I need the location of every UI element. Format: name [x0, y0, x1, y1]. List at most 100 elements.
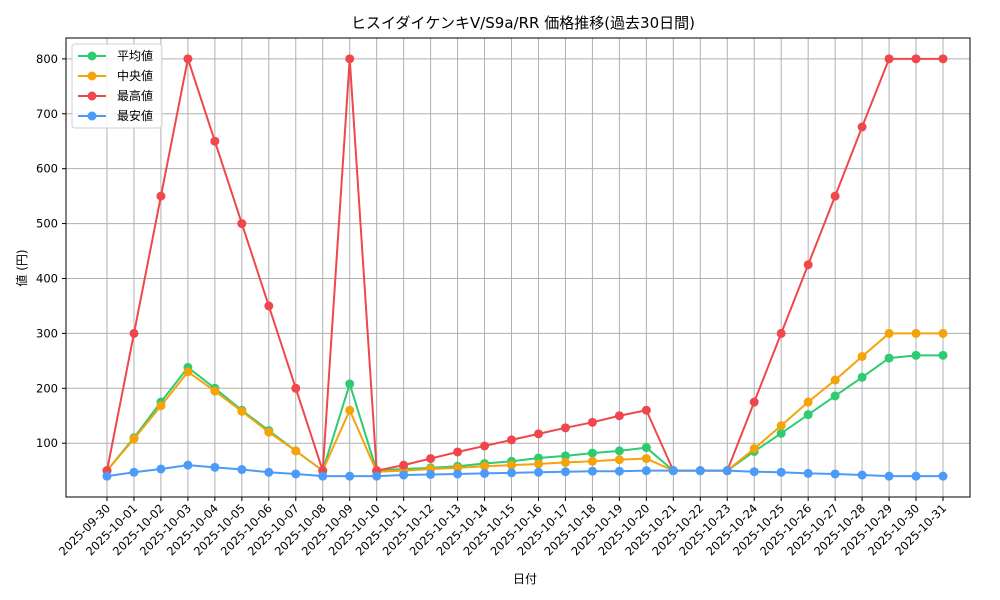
data-point [776, 428, 786, 438]
data-point [776, 421, 786, 431]
data-point [237, 465, 247, 475]
data-point [641, 466, 651, 476]
data-point [938, 54, 948, 64]
data-point [453, 469, 463, 479]
data-point [480, 468, 490, 478]
data-point [641, 454, 651, 464]
data-point [722, 466, 732, 476]
legend-marker-icon [87, 111, 97, 121]
data-point [183, 367, 193, 377]
data-point [884, 353, 894, 363]
legend-item: 最安値 [78, 108, 153, 123]
series-中央値 [102, 328, 948, 477]
data-point [884, 328, 894, 338]
data-point [183, 54, 193, 64]
data-point [318, 471, 328, 481]
data-point [507, 460, 517, 470]
data-point [480, 461, 490, 471]
data-point [830, 191, 840, 201]
data-point [614, 446, 624, 456]
data-point [749, 397, 759, 407]
data-point [453, 447, 463, 457]
legend-item: 最高値 [78, 88, 153, 103]
y-tick-label: 200 [36, 381, 58, 395]
data-point [803, 260, 813, 270]
legend-marker-icon [87, 51, 97, 61]
legend-marker-icon [87, 91, 97, 101]
y-tick-label: 800 [36, 52, 58, 66]
data-point [129, 467, 139, 477]
data-point [884, 54, 894, 64]
y-tick-label: 700 [36, 107, 58, 121]
x-axis: 2025-09-302025-10-012025-10-022025-10-03… [56, 497, 949, 558]
data-point [264, 467, 274, 477]
data-point [372, 471, 382, 481]
data-point [857, 122, 867, 132]
data-point [614, 466, 624, 476]
data-point [695, 466, 705, 476]
data-point [560, 423, 570, 433]
data-point [587, 456, 597, 466]
data-point [938, 328, 948, 338]
data-point [830, 391, 840, 401]
data-point [345, 471, 355, 481]
x-axis-label: 日付 [513, 572, 537, 586]
data-point [776, 467, 786, 477]
data-point [587, 466, 597, 476]
y-tick-label: 500 [36, 217, 58, 231]
data-point [803, 397, 813, 407]
plot-frame [65, 37, 971, 498]
legend-marker-icon [87, 71, 97, 81]
data-point [857, 372, 867, 382]
series-最安値 [102, 460, 948, 481]
data-point [560, 451, 570, 461]
y-tick-label: 400 [36, 271, 58, 285]
y-axis-label: 値 (円) [14, 249, 29, 286]
data-point [102, 471, 112, 481]
chart-title: ヒスイダイケンキV/S9a/RR 価格推移(過去30日間) [351, 14, 695, 32]
y-tick-label: 100 [36, 436, 58, 450]
data-point [291, 469, 301, 479]
data-point [803, 468, 813, 478]
data-point [533, 459, 543, 469]
data-point [911, 54, 921, 64]
data-point [938, 471, 948, 481]
data-point [210, 462, 220, 472]
data-point [749, 467, 759, 477]
data-point [560, 467, 570, 477]
legend-label: 平均値 [117, 48, 153, 63]
data-point [749, 444, 759, 454]
data-point [291, 383, 301, 393]
legend-item: 中央値 [78, 68, 153, 83]
data-point [533, 429, 543, 439]
data-point [480, 441, 490, 451]
data-point [911, 328, 921, 338]
data-point [668, 466, 678, 476]
data-point [156, 464, 166, 474]
y-axis: 100 200 300 400 500 600 700 800 [36, 52, 66, 450]
grid [66, 38, 970, 497]
data-point [507, 435, 517, 445]
data-point [237, 219, 247, 229]
data-point [560, 457, 570, 467]
data-point [776, 328, 786, 338]
series-lines [102, 54, 948, 481]
data-point [857, 470, 867, 480]
data-point [399, 460, 409, 470]
data-point [614, 455, 624, 465]
data-point [614, 411, 624, 421]
data-point [345, 405, 355, 415]
data-point [156, 401, 166, 411]
series-平均値 [102, 350, 948, 476]
data-point [264, 301, 274, 311]
data-point [830, 375, 840, 385]
data-point [587, 417, 597, 427]
data-point [264, 427, 274, 437]
data-point [399, 470, 409, 480]
data-point [237, 406, 247, 416]
data-point [345, 54, 355, 64]
data-point [129, 434, 139, 444]
legend-label: 最安値 [117, 108, 153, 123]
